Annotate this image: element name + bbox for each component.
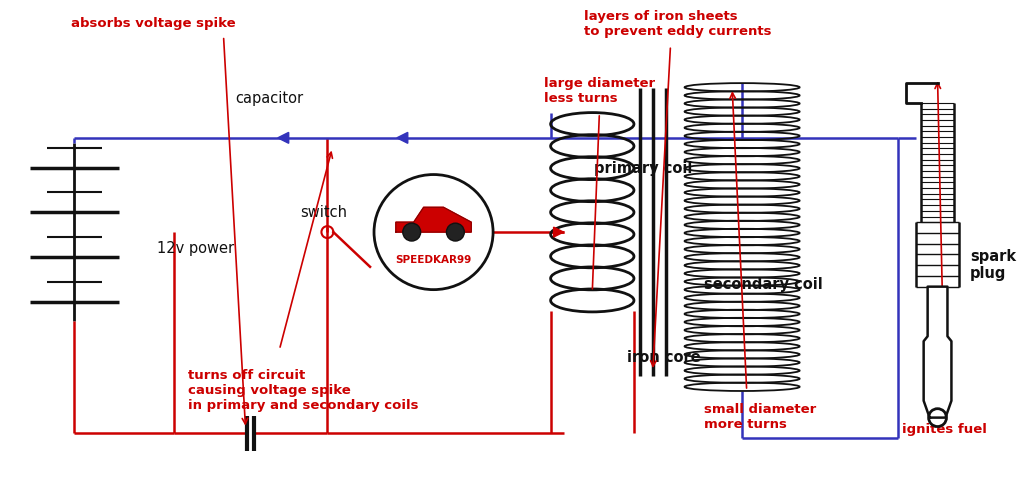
Text: layers of iron sheets
to prevent eddy currents: layers of iron sheets to prevent eddy cu…	[584, 10, 772, 37]
Polygon shape	[397, 132, 408, 143]
Polygon shape	[554, 227, 563, 237]
Circle shape	[446, 223, 464, 241]
Text: switch: switch	[300, 205, 347, 220]
Text: 12v power: 12v power	[158, 241, 234, 256]
Polygon shape	[278, 132, 289, 143]
Text: primary coil: primary coil	[594, 161, 692, 176]
Text: absorbs voltage spike: absorbs voltage spike	[71, 17, 236, 30]
Text: large diameter
less turns: large diameter less turns	[544, 77, 654, 105]
Text: capacitor: capacitor	[236, 91, 303, 106]
Text: secondary coil: secondary coil	[705, 277, 822, 292]
Ellipse shape	[374, 174, 494, 290]
Text: turns off circuit
causing voltage spike
in primary and secondary coils: turns off circuit causing voltage spike …	[188, 369, 419, 412]
Polygon shape	[396, 207, 471, 232]
Circle shape	[402, 223, 421, 241]
Text: small diameter
more turns: small diameter more turns	[705, 403, 816, 431]
Text: spark
plug: spark plug	[970, 249, 1017, 281]
Text: SPEEDKAR99: SPEEDKAR99	[395, 255, 472, 265]
Circle shape	[929, 409, 946, 427]
Text: ignites fuel: ignites fuel	[902, 423, 987, 436]
Polygon shape	[924, 287, 951, 418]
Text: iron core: iron core	[627, 350, 700, 365]
